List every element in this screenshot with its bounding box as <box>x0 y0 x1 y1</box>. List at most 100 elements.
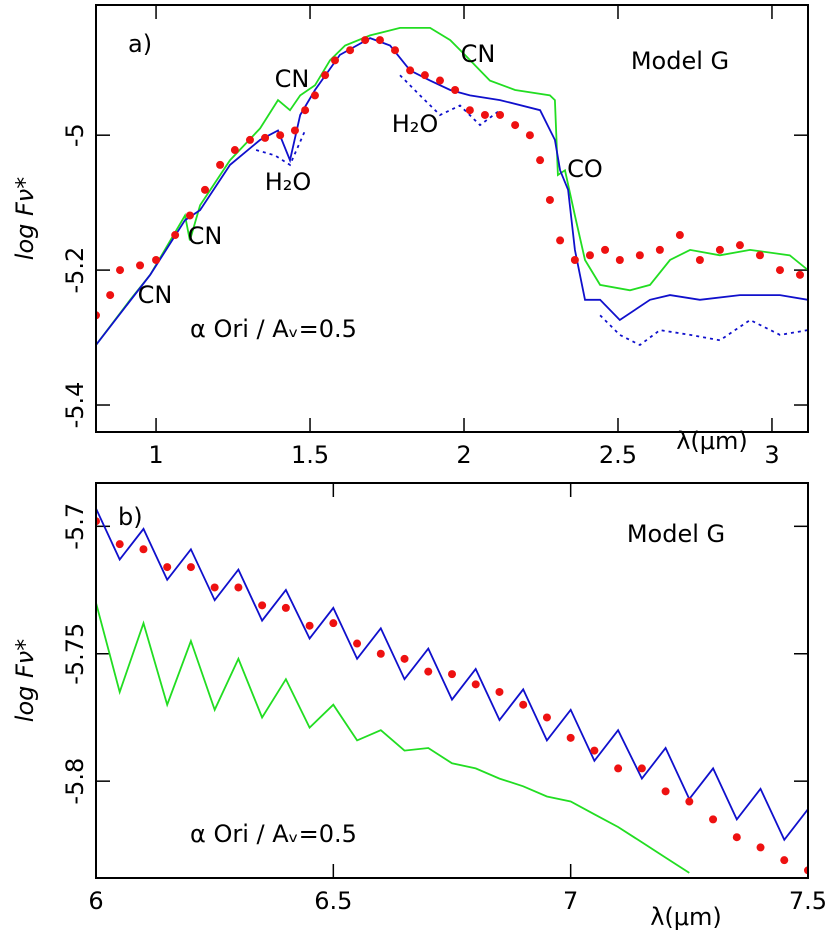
data-point <box>519 700 528 709</box>
data-point <box>276 131 285 140</box>
data-point <box>261 133 270 142</box>
y-tick-label: -5.75 <box>61 623 89 685</box>
data-point <box>780 856 789 865</box>
data-point <box>556 236 565 245</box>
data-point <box>451 85 460 94</box>
data-point <box>480 110 489 119</box>
data-point <box>496 110 505 119</box>
data-point <box>424 667 433 676</box>
data-point <box>735 241 744 250</box>
line <box>96 27 808 346</box>
x-tick-label: 2 <box>456 441 471 469</box>
annotation: a) <box>128 30 152 58</box>
annotation: CN <box>188 222 223 250</box>
data-point <box>435 76 444 85</box>
data-point <box>655 245 664 254</box>
data-point <box>290 126 299 135</box>
data-point <box>230 146 239 155</box>
data-point <box>310 91 319 100</box>
data-point <box>346 46 355 55</box>
annotation: Model G <box>631 47 729 75</box>
data-point <box>542 713 551 722</box>
data-point <box>353 639 362 648</box>
x-tick-label: 1 <box>148 441 163 469</box>
data-point <box>709 815 718 824</box>
annotation: H₂O <box>265 168 312 196</box>
x-tick-label: 7.5 <box>789 887 827 915</box>
data-point <box>756 843 765 852</box>
data-point <box>715 245 724 254</box>
plot-area <box>96 27 808 347</box>
annotation: b) <box>118 503 143 531</box>
data-point <box>185 211 194 220</box>
x-tick-label: 2.5 <box>599 441 637 469</box>
plot-area <box>96 508 808 875</box>
data-point <box>376 649 385 658</box>
data-point <box>186 563 195 572</box>
y-axis-label: log Fν* <box>11 639 39 722</box>
data-point <box>305 621 314 630</box>
data-point <box>115 540 124 549</box>
data-point <box>661 787 670 796</box>
data-point <box>391 46 400 55</box>
data-point <box>245 135 254 144</box>
line <box>96 602 690 874</box>
data-point <box>420 71 429 80</box>
data-point <box>795 270 804 279</box>
annotation: CO <box>567 155 603 183</box>
x-tick-label: 7 <box>563 887 578 915</box>
y-tick-label: -5.8 <box>61 758 89 805</box>
data-point <box>755 251 764 260</box>
data-point <box>361 36 370 45</box>
dotted-line <box>255 74 808 347</box>
data-point <box>775 266 784 275</box>
data-point <box>570 255 579 264</box>
data-point <box>201 185 210 194</box>
data-point <box>234 583 243 592</box>
data-point <box>637 764 646 773</box>
data-point <box>525 131 534 140</box>
data-point <box>615 255 624 264</box>
data-point <box>675 231 684 240</box>
data-point <box>536 156 545 165</box>
annotation: CN <box>138 281 173 309</box>
data-point <box>545 195 554 204</box>
annotation: Model G <box>627 520 725 548</box>
plot-frame <box>95 4 809 433</box>
data-point <box>614 764 623 773</box>
data-point <box>139 545 148 554</box>
data-point <box>329 619 338 628</box>
panel: 6 6.5 7 7.5 -5.8 -5.75 -5.7 log Fν* λ(μm) b) Model… <box>11 482 827 931</box>
y-tick-label: -5.2 <box>61 247 89 294</box>
data-point <box>590 746 599 755</box>
data-point <box>301 106 310 115</box>
data-point <box>685 797 694 806</box>
data-point <box>495 687 504 696</box>
data-point <box>585 251 594 260</box>
annotation: CN <box>461 40 496 68</box>
x-tick-label: 6.5 <box>314 887 352 915</box>
data-point <box>406 66 415 75</box>
annotation: α Ori / Aᵥ=0.5 <box>190 820 357 848</box>
data-point <box>116 266 125 275</box>
data-point <box>106 291 115 300</box>
data-point <box>171 231 180 240</box>
data-point <box>695 255 704 264</box>
data-point <box>216 160 225 169</box>
data-point <box>635 251 644 260</box>
data-point <box>566 733 575 742</box>
data-point <box>163 563 172 572</box>
data-point <box>330 56 339 65</box>
data-point <box>375 36 384 45</box>
y-tick-label: -5 <box>61 123 89 147</box>
data-point <box>136 261 145 270</box>
data-point <box>400 654 409 663</box>
data-point <box>210 583 219 592</box>
data-point <box>321 71 330 80</box>
data-point <box>471 680 480 689</box>
data-point <box>601 245 610 254</box>
data-point <box>732 833 741 842</box>
